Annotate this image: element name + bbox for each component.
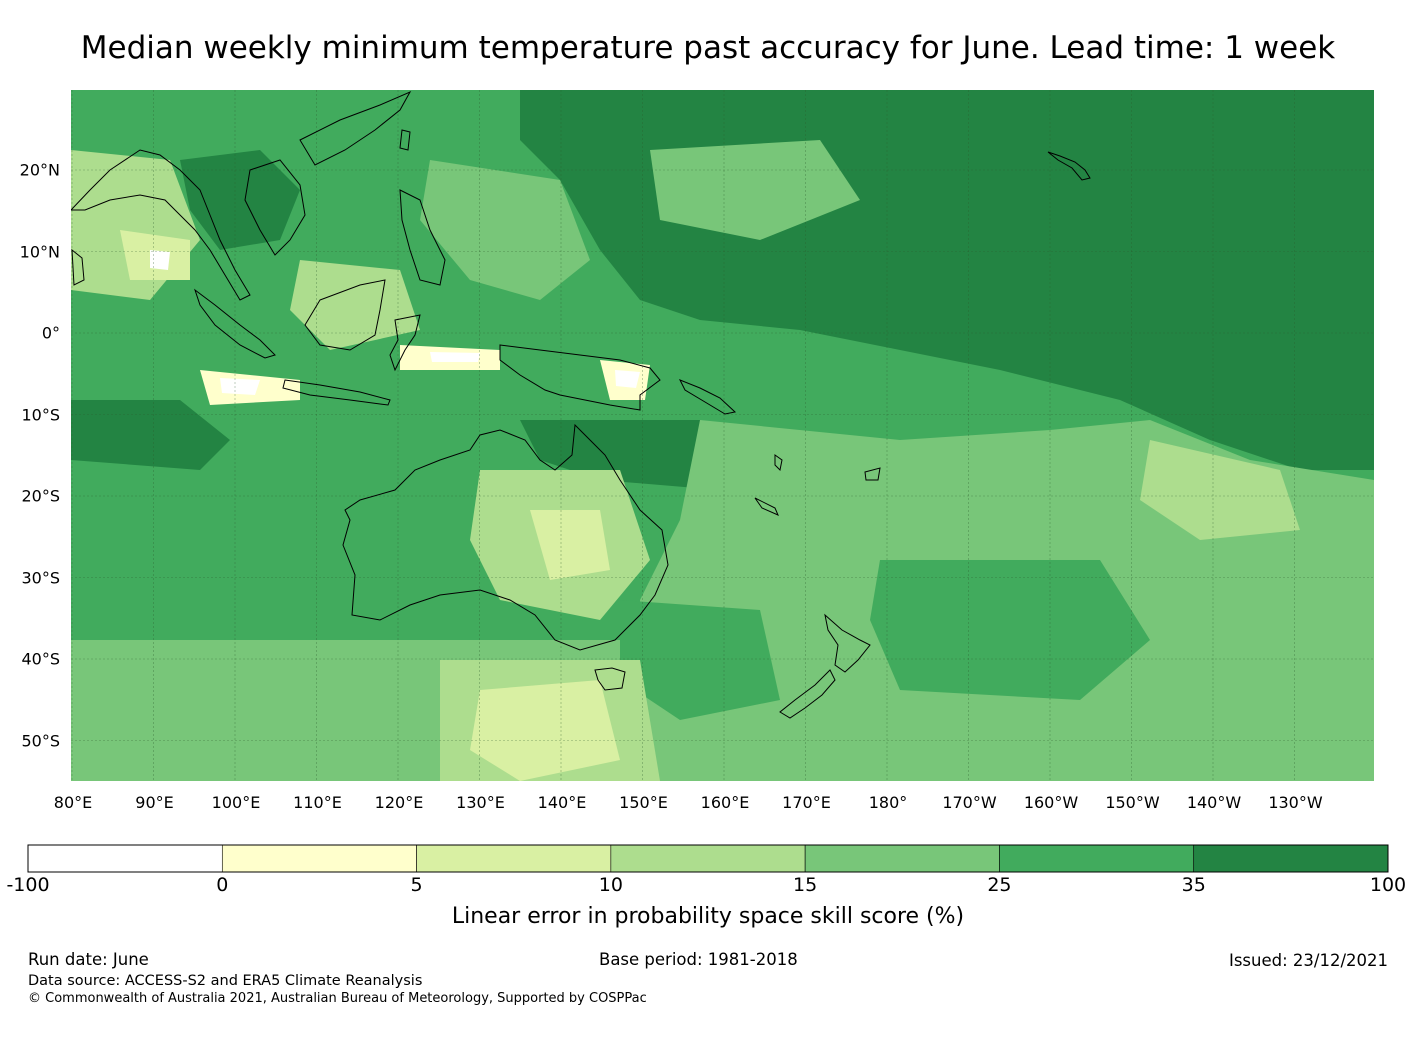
coastline-borneo bbox=[304, 279, 386, 351]
longitude-label: 90°E bbox=[135, 793, 174, 812]
colorbar-tick-label: 10 bbox=[598, 874, 623, 896]
colorbar-tick-label: 0 bbox=[216, 874, 229, 896]
colorbar-title: Linear error in probability space skill … bbox=[451, 904, 965, 929]
longitude-label: 170°W bbox=[942, 793, 997, 812]
base-period: Base period: 1981-2018 bbox=[599, 950, 798, 969]
colorbar-bin bbox=[221, 844, 417, 873]
coastline-australia bbox=[342, 423, 669, 651]
latitude-label: 20°N bbox=[19, 160, 60, 180]
colorbar-tick-label: 100 bbox=[1369, 874, 1407, 896]
region-high-skill-indian bbox=[71, 400, 230, 470]
longitude-label: 130°W bbox=[1268, 793, 1323, 812]
coastline-solomons bbox=[678, 379, 737, 415]
region-negative-java bbox=[220, 378, 260, 395]
copyright: © Commonwealth of Australia 2021, Austra… bbox=[28, 991, 647, 1006]
issued-date: Issued: 23/12/2021 bbox=[1228, 951, 1388, 970]
colorbar-bin bbox=[27, 844, 223, 873]
coastline-new-guinea bbox=[499, 344, 661, 411]
region-very-low-australia-interior bbox=[530, 510, 610, 580]
longitude-label: 170°E bbox=[782, 793, 831, 812]
run-date: Run date: June bbox=[28, 950, 149, 969]
latitude-label: 10°N bbox=[19, 242, 60, 261]
region-mid-tasman bbox=[620, 600, 780, 720]
map-title: Median weekly minimum temperature past a… bbox=[80, 30, 1336, 66]
colorbar-bin bbox=[416, 844, 612, 873]
longitude-label: 120°E bbox=[374, 793, 424, 812]
coastlines bbox=[71, 90, 1091, 719]
coastline-sumatra bbox=[194, 288, 276, 359]
coastline-new-zealand-north bbox=[824, 613, 871, 673]
coastline-tasmania bbox=[594, 667, 626, 691]
coastline-indochina bbox=[244, 159, 306, 256]
region-very-low-southern bbox=[470, 680, 620, 781]
colorbar-bin bbox=[999, 844, 1195, 873]
coastline-china bbox=[299, 90, 412, 166]
longitude-label: 180° bbox=[868, 793, 908, 812]
colorbar-bin bbox=[610, 844, 806, 873]
coastline-new-zealand-south bbox=[779, 669, 836, 719]
region-negative-png bbox=[615, 370, 640, 388]
region-mid-south-pacific bbox=[870, 560, 1150, 700]
coastline-fiji bbox=[864, 467, 881, 481]
latitude-label: 0° bbox=[41, 323, 60, 343]
coastline-taiwan bbox=[399, 129, 411, 151]
longitude-label: 80°E bbox=[53, 793, 93, 812]
coastline-philippines bbox=[399, 189, 446, 286]
latitude-label: 20°S bbox=[21, 486, 60, 506]
longitude-label: 160°W bbox=[1023, 793, 1079, 812]
latitude-label: 40°S bbox=[21, 649, 60, 669]
coastline-sri-lanka bbox=[71, 248, 85, 286]
coastline-sulawesi bbox=[389, 314, 421, 372]
region-moderate-pacific-north bbox=[650, 140, 860, 240]
longitude-label: 150°W bbox=[1105, 793, 1160, 812]
colorbar bbox=[27, 844, 1389, 873]
colorbar-frame bbox=[27, 844, 1389, 873]
longitude-label: 140°W bbox=[1186, 793, 1242, 812]
skill-field bbox=[71, 90, 1374, 781]
coastline-new-caledonia bbox=[754, 497, 779, 516]
longitude-label: 130°E bbox=[456, 793, 505, 812]
region-negative-banda bbox=[430, 352, 480, 362]
latitude-label: 50°S bbox=[21, 731, 60, 750]
coastline-southeast-asia bbox=[71, 149, 251, 301]
data-source: Data source: ACCESS-S2 and ERA5 Climate … bbox=[28, 973, 423, 989]
colorbar-tick-label: -100 bbox=[6, 874, 50, 896]
longitude-label: 110°E bbox=[293, 793, 342, 812]
coastline-hawaii bbox=[1047, 151, 1091, 181]
colorbar-tick-label: 5 bbox=[410, 874, 423, 896]
latitude-label: 10°S bbox=[21, 405, 60, 424]
longitude-label: 140°E bbox=[537, 793, 587, 812]
latitude-label: 30°S bbox=[21, 568, 60, 587]
colorbar-bin bbox=[1193, 844, 1389, 873]
coastline-vanuatu bbox=[774, 454, 783, 472]
colorbar-tick-label: 35 bbox=[1181, 874, 1206, 896]
region-negative-thailand bbox=[150, 250, 170, 270]
longitude-label: 100°E bbox=[211, 793, 261, 812]
coastline-java bbox=[282, 379, 391, 406]
longitude-label: 160°E bbox=[700, 793, 750, 812]
region-low-borneo bbox=[290, 260, 420, 350]
longitude-label: 150°E bbox=[619, 793, 668, 812]
region-moderate-tropical bbox=[420, 160, 590, 300]
colorbar-bin bbox=[804, 844, 1000, 873]
region-low-east-pacific bbox=[1140, 440, 1300, 540]
colorbar-tick-label: 15 bbox=[793, 874, 818, 896]
gridlines bbox=[71, 90, 1374, 781]
colorbar-tick-label: 25 bbox=[987, 874, 1012, 896]
region-high-skill-west-pacific bbox=[180, 150, 300, 250]
